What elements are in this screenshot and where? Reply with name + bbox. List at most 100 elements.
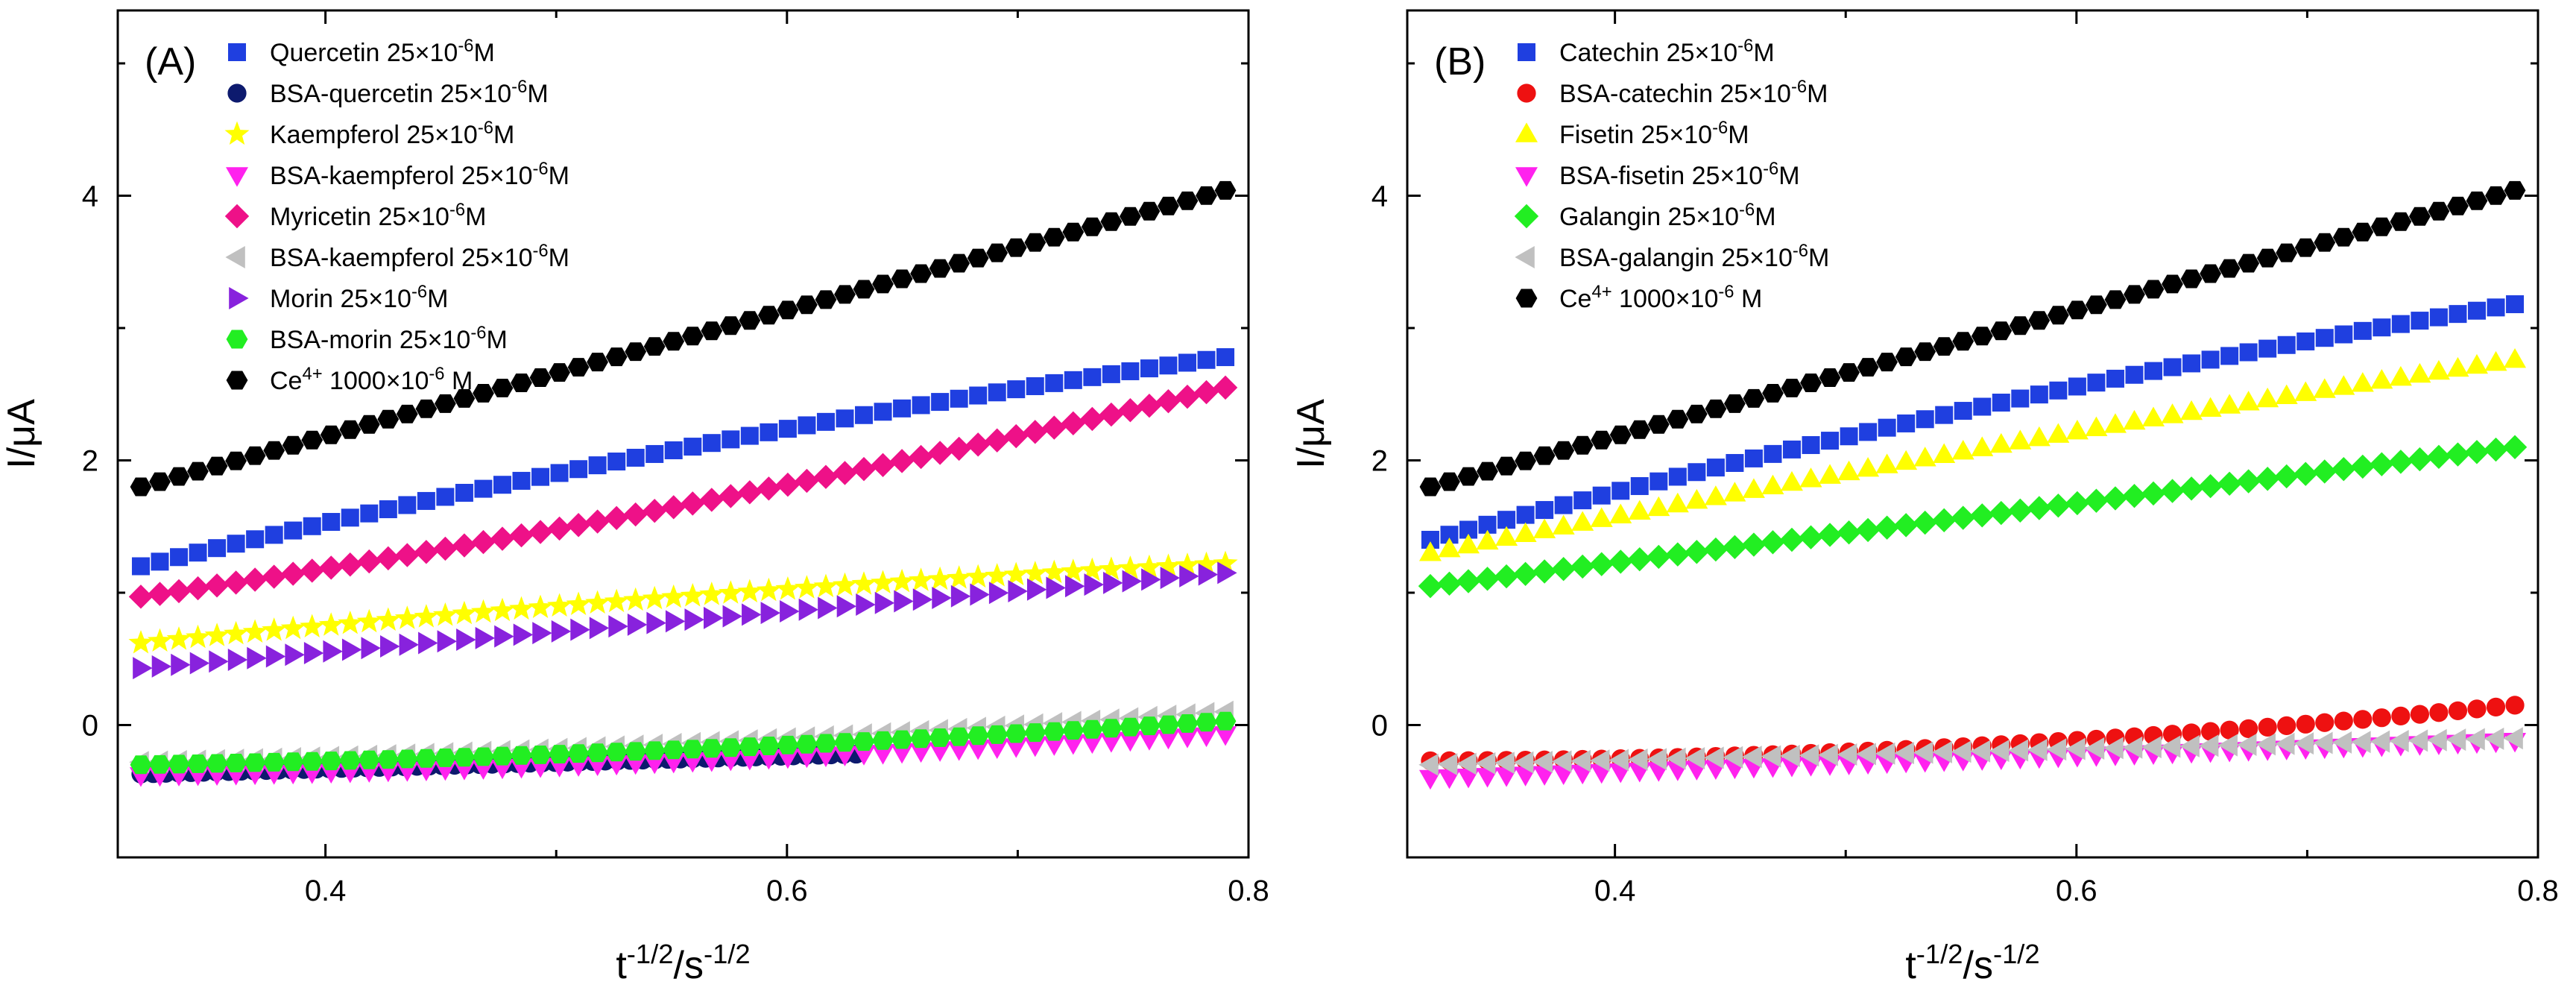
data-point bbox=[684, 608, 704, 631]
data-point bbox=[970, 583, 990, 606]
data-point bbox=[435, 749, 456, 767]
data-point bbox=[301, 430, 323, 450]
x-axis-title: t-1/2/s-1/2 bbox=[1905, 939, 2039, 988]
data-point bbox=[2312, 459, 2337, 484]
data-point bbox=[380, 635, 400, 658]
data-point bbox=[341, 508, 359, 527]
data-point bbox=[1418, 573, 1443, 599]
data-point bbox=[1099, 402, 1124, 427]
data-point bbox=[1023, 561, 1048, 585]
data-point bbox=[909, 567, 934, 591]
data-point bbox=[338, 552, 362, 577]
data-point bbox=[453, 748, 476, 767]
data-point bbox=[1876, 353, 1898, 372]
data-point bbox=[2484, 437, 2508, 462]
data-point bbox=[2255, 467, 2280, 491]
legend-label: Fisetin 25×10-6M bbox=[1559, 118, 1749, 150]
data-point bbox=[1062, 222, 1085, 242]
data-point bbox=[757, 749, 780, 770]
data-point bbox=[701, 739, 723, 758]
data-point bbox=[948, 727, 970, 746]
data-point bbox=[414, 540, 439, 564]
data-point bbox=[1590, 507, 1613, 527]
data-point bbox=[130, 755, 152, 775]
data-point bbox=[1609, 749, 1629, 772]
data-point bbox=[2046, 738, 2067, 761]
data-point bbox=[2504, 348, 2527, 368]
data-point bbox=[1079, 557, 1105, 582]
data-point bbox=[1495, 456, 1518, 476]
data-point bbox=[262, 617, 287, 641]
data-point bbox=[2370, 730, 2390, 753]
data-point bbox=[1799, 525, 1823, 549]
data-point bbox=[646, 611, 666, 634]
data-point bbox=[719, 484, 743, 508]
data-point bbox=[929, 728, 951, 747]
data-point bbox=[1685, 747, 1705, 770]
data-point bbox=[303, 641, 324, 664]
y-axis-title: I/μA bbox=[0, 399, 43, 469]
data-point bbox=[2198, 473, 2223, 499]
data-point bbox=[170, 548, 189, 567]
y-tick-label: 0 bbox=[1371, 710, 1388, 743]
data-point bbox=[2256, 248, 2279, 268]
data-point bbox=[376, 607, 401, 631]
series-1 bbox=[131, 348, 1235, 576]
data-point bbox=[1971, 327, 1993, 346]
series-7 bbox=[1419, 180, 2526, 497]
data-point bbox=[1571, 511, 1594, 531]
data-point bbox=[1513, 561, 1538, 586]
data-point bbox=[1004, 423, 1029, 449]
panel-label: (A) bbox=[145, 40, 196, 84]
data-point bbox=[2503, 727, 2523, 750]
data-point bbox=[2408, 362, 2431, 383]
data-point bbox=[2332, 227, 2355, 247]
legend-label: BSA-fisetin 25×10-6M bbox=[1559, 159, 1800, 191]
data-point bbox=[432, 602, 458, 626]
data-point bbox=[1685, 488, 1708, 509]
data-point bbox=[320, 425, 342, 444]
data-point bbox=[338, 611, 363, 634]
data-point bbox=[1895, 347, 1917, 367]
data-point bbox=[1141, 568, 1161, 591]
data-point bbox=[855, 406, 874, 424]
data-point bbox=[1121, 362, 1140, 380]
data-point bbox=[2294, 732, 2314, 755]
data-point bbox=[1062, 721, 1085, 740]
data-point bbox=[1175, 552, 1200, 576]
data-point bbox=[2373, 318, 2391, 337]
data-point bbox=[2484, 350, 2507, 371]
data-point bbox=[187, 754, 209, 773]
data-point bbox=[836, 595, 857, 618]
data-point bbox=[1497, 511, 1516, 529]
data-point bbox=[681, 491, 705, 516]
data-point bbox=[1665, 542, 1690, 567]
data-point bbox=[2448, 701, 2468, 720]
data-point bbox=[2467, 699, 2487, 719]
data-point bbox=[303, 517, 321, 535]
data-point bbox=[2239, 719, 2258, 738]
data-point bbox=[1007, 380, 1026, 399]
data-point bbox=[776, 749, 799, 769]
data-point bbox=[2179, 734, 2200, 757]
data-point bbox=[2389, 365, 2412, 386]
data-point bbox=[2066, 300, 2089, 320]
y-axis-title: I/μA bbox=[1289, 399, 1333, 469]
legend-label: Myricetin 25×10-6M bbox=[270, 200, 486, 232]
data-point bbox=[491, 746, 514, 766]
data-point bbox=[550, 464, 569, 482]
data-point bbox=[2144, 362, 2163, 380]
data-point bbox=[834, 733, 856, 752]
data-point bbox=[263, 752, 285, 772]
data-point bbox=[2141, 736, 2162, 759]
data-point bbox=[2370, 452, 2394, 476]
data-point bbox=[490, 597, 515, 622]
data-point bbox=[775, 472, 801, 497]
data-point bbox=[513, 623, 534, 646]
data-point bbox=[645, 444, 664, 463]
data-point bbox=[2484, 727, 2504, 750]
data-point bbox=[1913, 741, 1933, 764]
data-point bbox=[2275, 732, 2295, 755]
data-point bbox=[1990, 321, 2012, 341]
data-point bbox=[415, 749, 438, 768]
